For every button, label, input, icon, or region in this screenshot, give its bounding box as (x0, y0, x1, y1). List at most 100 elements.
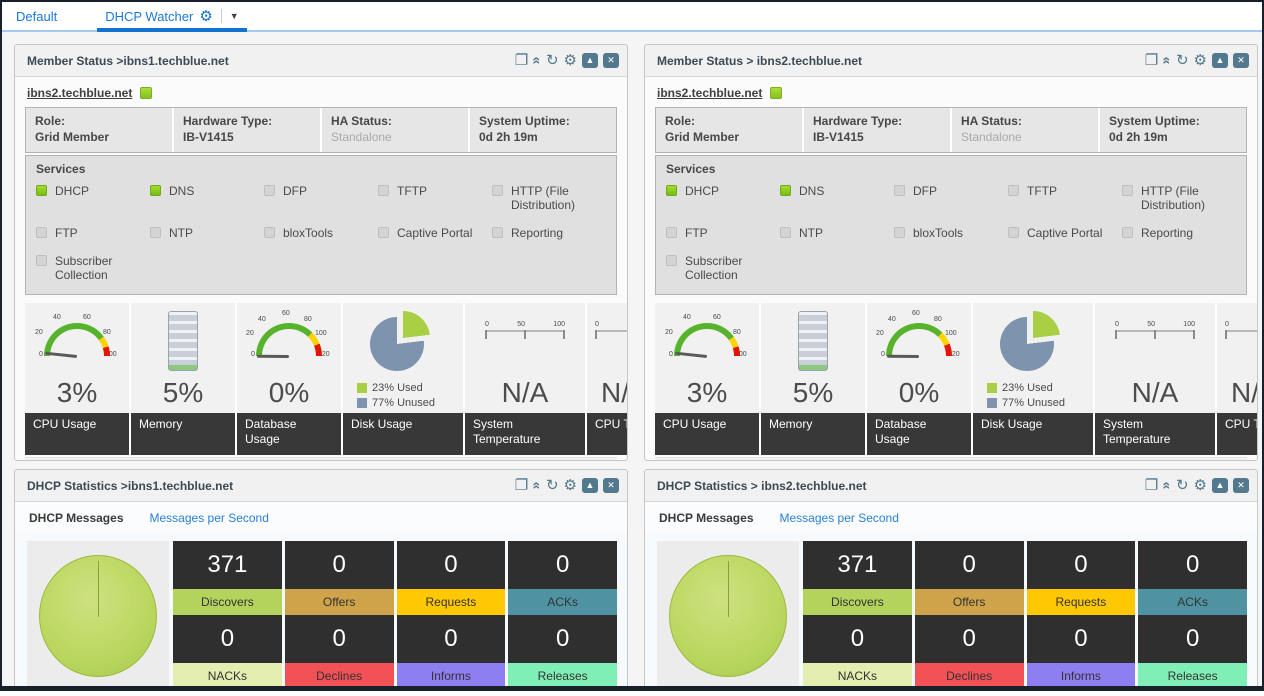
message-count: 0 (508, 615, 617, 663)
service-label: Reporting (511, 226, 564, 240)
collapse-icon[interactable]: « (529, 56, 546, 65)
close-icon[interactable]: ✕ (1233, 478, 1249, 493)
tab-dhcp-watcher[interactable]: DHCP Watcher ⚙ ▼ (97, 2, 247, 32)
refresh-icon[interactable]: ↻ (545, 52, 559, 69)
info-value: 0d 2h 19m (479, 130, 538, 144)
tick: 0 (1115, 321, 1119, 328)
scroll-left-icon[interactable]: ◄ (28, 459, 36, 460)
refresh-icon[interactable]: ↻ (1175, 477, 1189, 494)
service-item: HTTP (File Distribution) (1122, 184, 1236, 212)
tick: 120 (318, 351, 330, 358)
close-icon[interactable]: ✕ (603, 53, 619, 68)
tick: 50 (1147, 321, 1155, 328)
legend-item: 23% Used (987, 382, 1093, 394)
collapse-icon[interactable]: « (529, 481, 546, 490)
message-count: 0 (284, 541, 394, 589)
service-item: NTP (150, 226, 264, 240)
member-status-body: ibns2.techblue.net Role: Grid Member Har… (15, 77, 627, 461)
scroll-right-icon[interactable]: ► (606, 459, 614, 460)
horizontal-scrollbar[interactable]: ◄ ► (655, 457, 1247, 461)
scrollbar-thumb[interactable] (669, 460, 1211, 461)
service-item: Subscriber Collection (36, 254, 150, 282)
service-label: DFP (283, 184, 307, 198)
tab-dropdown-caret-icon[interactable]: ▼ (229, 11, 239, 21)
stats-content: 371 Discovers 0 Offers 0 Requests (15, 533, 627, 686)
stats-tabs: DHCP Messages Messages per Second (15, 502, 627, 533)
gauge-label: Memory (761, 413, 865, 455)
cascade-icon[interactable]: ❐ (514, 477, 529, 494)
horizontal-scrollbar[interactable]: ◄ ► (25, 457, 617, 461)
service-label: HTTP (File Distribution) (1141, 184, 1206, 212)
service-status-icon (150, 227, 161, 238)
gauge-label: CPU Usage (25, 413, 129, 455)
gear-icon[interactable]: ⚙ (1193, 477, 1207, 494)
tab-messages-per-second[interactable]: Messages per Second (779, 511, 899, 525)
gauge-value: 5% (792, 377, 834, 408)
message-type-label: Informs (1026, 663, 1136, 686)
service-status-icon (492, 227, 503, 238)
legend-text: 77% Unused (1002, 396, 1065, 409)
service-status-icon (666, 227, 677, 238)
scroll-left-icon[interactable]: ◄ (658, 459, 666, 460)
message-count: 371 (803, 541, 912, 589)
message-count: 0 (1026, 615, 1136, 663)
scroll-right-icon[interactable]: ► (1236, 459, 1244, 460)
legend-text: 77% Unused (372, 396, 435, 409)
gear-icon[interactable]: ⚙ (563, 52, 577, 69)
legend-text: 23% Used (1002, 381, 1053, 394)
collapse-icon[interactable]: « (1159, 481, 1176, 490)
maximize-icon[interactable]: ▲ (582, 53, 598, 68)
message-count: 0 (508, 541, 617, 589)
message-type-label: Declines (914, 663, 1024, 686)
tick: 100 (553, 321, 565, 328)
memory-cylinder-icon (168, 311, 198, 371)
service-status-icon (36, 185, 47, 196)
tab-dhcp-messages[interactable]: DHCP Messages (659, 511, 754, 525)
gauge-arc (256, 323, 322, 357)
tab-default[interactable]: Default (16, 2, 57, 30)
cascade-icon[interactable]: ❐ (514, 52, 529, 69)
cascade-icon[interactable]: ❐ (1144, 477, 1159, 494)
refresh-icon[interactable]: ↻ (545, 477, 559, 494)
dhcp-pie-cell (27, 541, 169, 686)
message-type-label: Requests (1026, 589, 1136, 615)
maximize-icon[interactable]: ▲ (582, 478, 598, 493)
message-cell: 0 Requests (1026, 541, 1136, 615)
gauge-disk-usage: 23% Used 77% Unused Disk Usage (973, 303, 1093, 455)
gear-icon[interactable]: ⚙ (563, 477, 577, 494)
service-item: DHCP (36, 184, 150, 212)
cascade-icon[interactable]: ❐ (1144, 52, 1159, 69)
host-status-green-icon (140, 87, 153, 99)
stats-tabs: DHCP Messages Messages per Second (645, 502, 1257, 533)
panel-title: DHCP Statistics >ibns1.techblue.net (27, 478, 234, 493)
collapse-icon[interactable]: « (1159, 56, 1176, 65)
host-link[interactable]: ibns2.techblue.net (27, 86, 133, 100)
service-status-icon (36, 227, 47, 238)
member-info-table: Role: Grid Member Hardware Type: IB-V141… (25, 107, 617, 153)
maximize-icon[interactable]: ▲ (1212, 478, 1228, 493)
service-label: HTTP (File Distribution) (511, 184, 576, 212)
tick: 40 (53, 314, 61, 321)
info-cell: System Uptime: 0d 2h 19m (470, 108, 616, 152)
disk-pie-chart (368, 309, 438, 373)
message-cell: 0 Releases (1138, 615, 1247, 686)
tab-settings-gear-icon[interactable]: ⚙ (199, 8, 213, 25)
close-icon[interactable]: ✕ (603, 478, 619, 493)
gear-icon[interactable]: ⚙ (1193, 52, 1207, 69)
tab-messages-per-second[interactable]: Messages per Second (149, 511, 269, 525)
scrollbar-thumb[interactable] (39, 460, 581, 461)
info-label: Role: (35, 114, 65, 128)
refresh-icon[interactable]: ↻ (1175, 52, 1189, 69)
host-link[interactable]: ibns2.techblue.net (657, 86, 763, 100)
tab-dhcp-messages[interactable]: DHCP Messages (29, 511, 124, 525)
info-value: Grid Member (35, 130, 110, 144)
info-value: 0d 2h 19m (1109, 130, 1168, 144)
maximize-icon[interactable]: ▲ (1212, 53, 1228, 68)
info-cell: HA Status: Standalone (952, 108, 1098, 152)
close-icon[interactable]: ✕ (1233, 53, 1249, 68)
message-cell: 0 ACKs (1138, 541, 1247, 615)
tick: 0 (595, 321, 599, 328)
temperature-ruler: 0 50 100 (1225, 321, 1257, 339)
message-type-label: Discovers (803, 589, 912, 615)
info-value: Standalone (331, 130, 392, 144)
